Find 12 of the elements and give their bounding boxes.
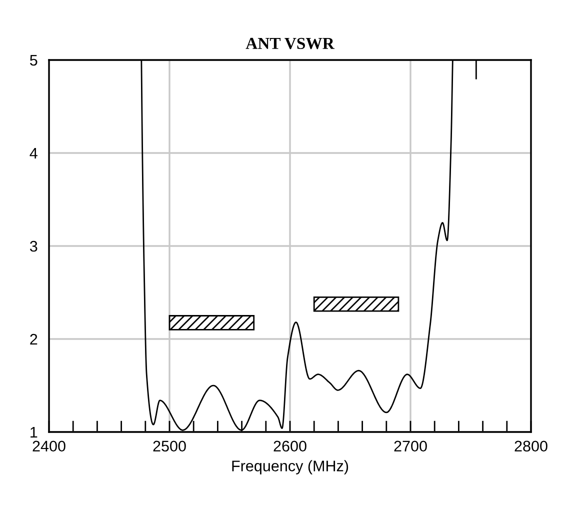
x-tick-label: 2800 [514,440,548,452]
y-tick-label: 3 [30,240,38,252]
x-tick-label: 2700 [394,440,427,452]
y-tick-label: 4 [30,148,38,159]
y-tick-label: 2 [30,334,38,345]
x-tick-label: 2600 [274,440,306,452]
y-tick-label: 5 [30,55,38,66]
chart-title: ANT VSWR [246,38,335,50]
x-axis-title: Frequency (MHz) [232,460,348,474]
x-tick-label: 2500 [153,440,186,452]
x-tick-label: 2400 [32,440,66,452]
y-tick-label: 1 [30,427,38,438]
